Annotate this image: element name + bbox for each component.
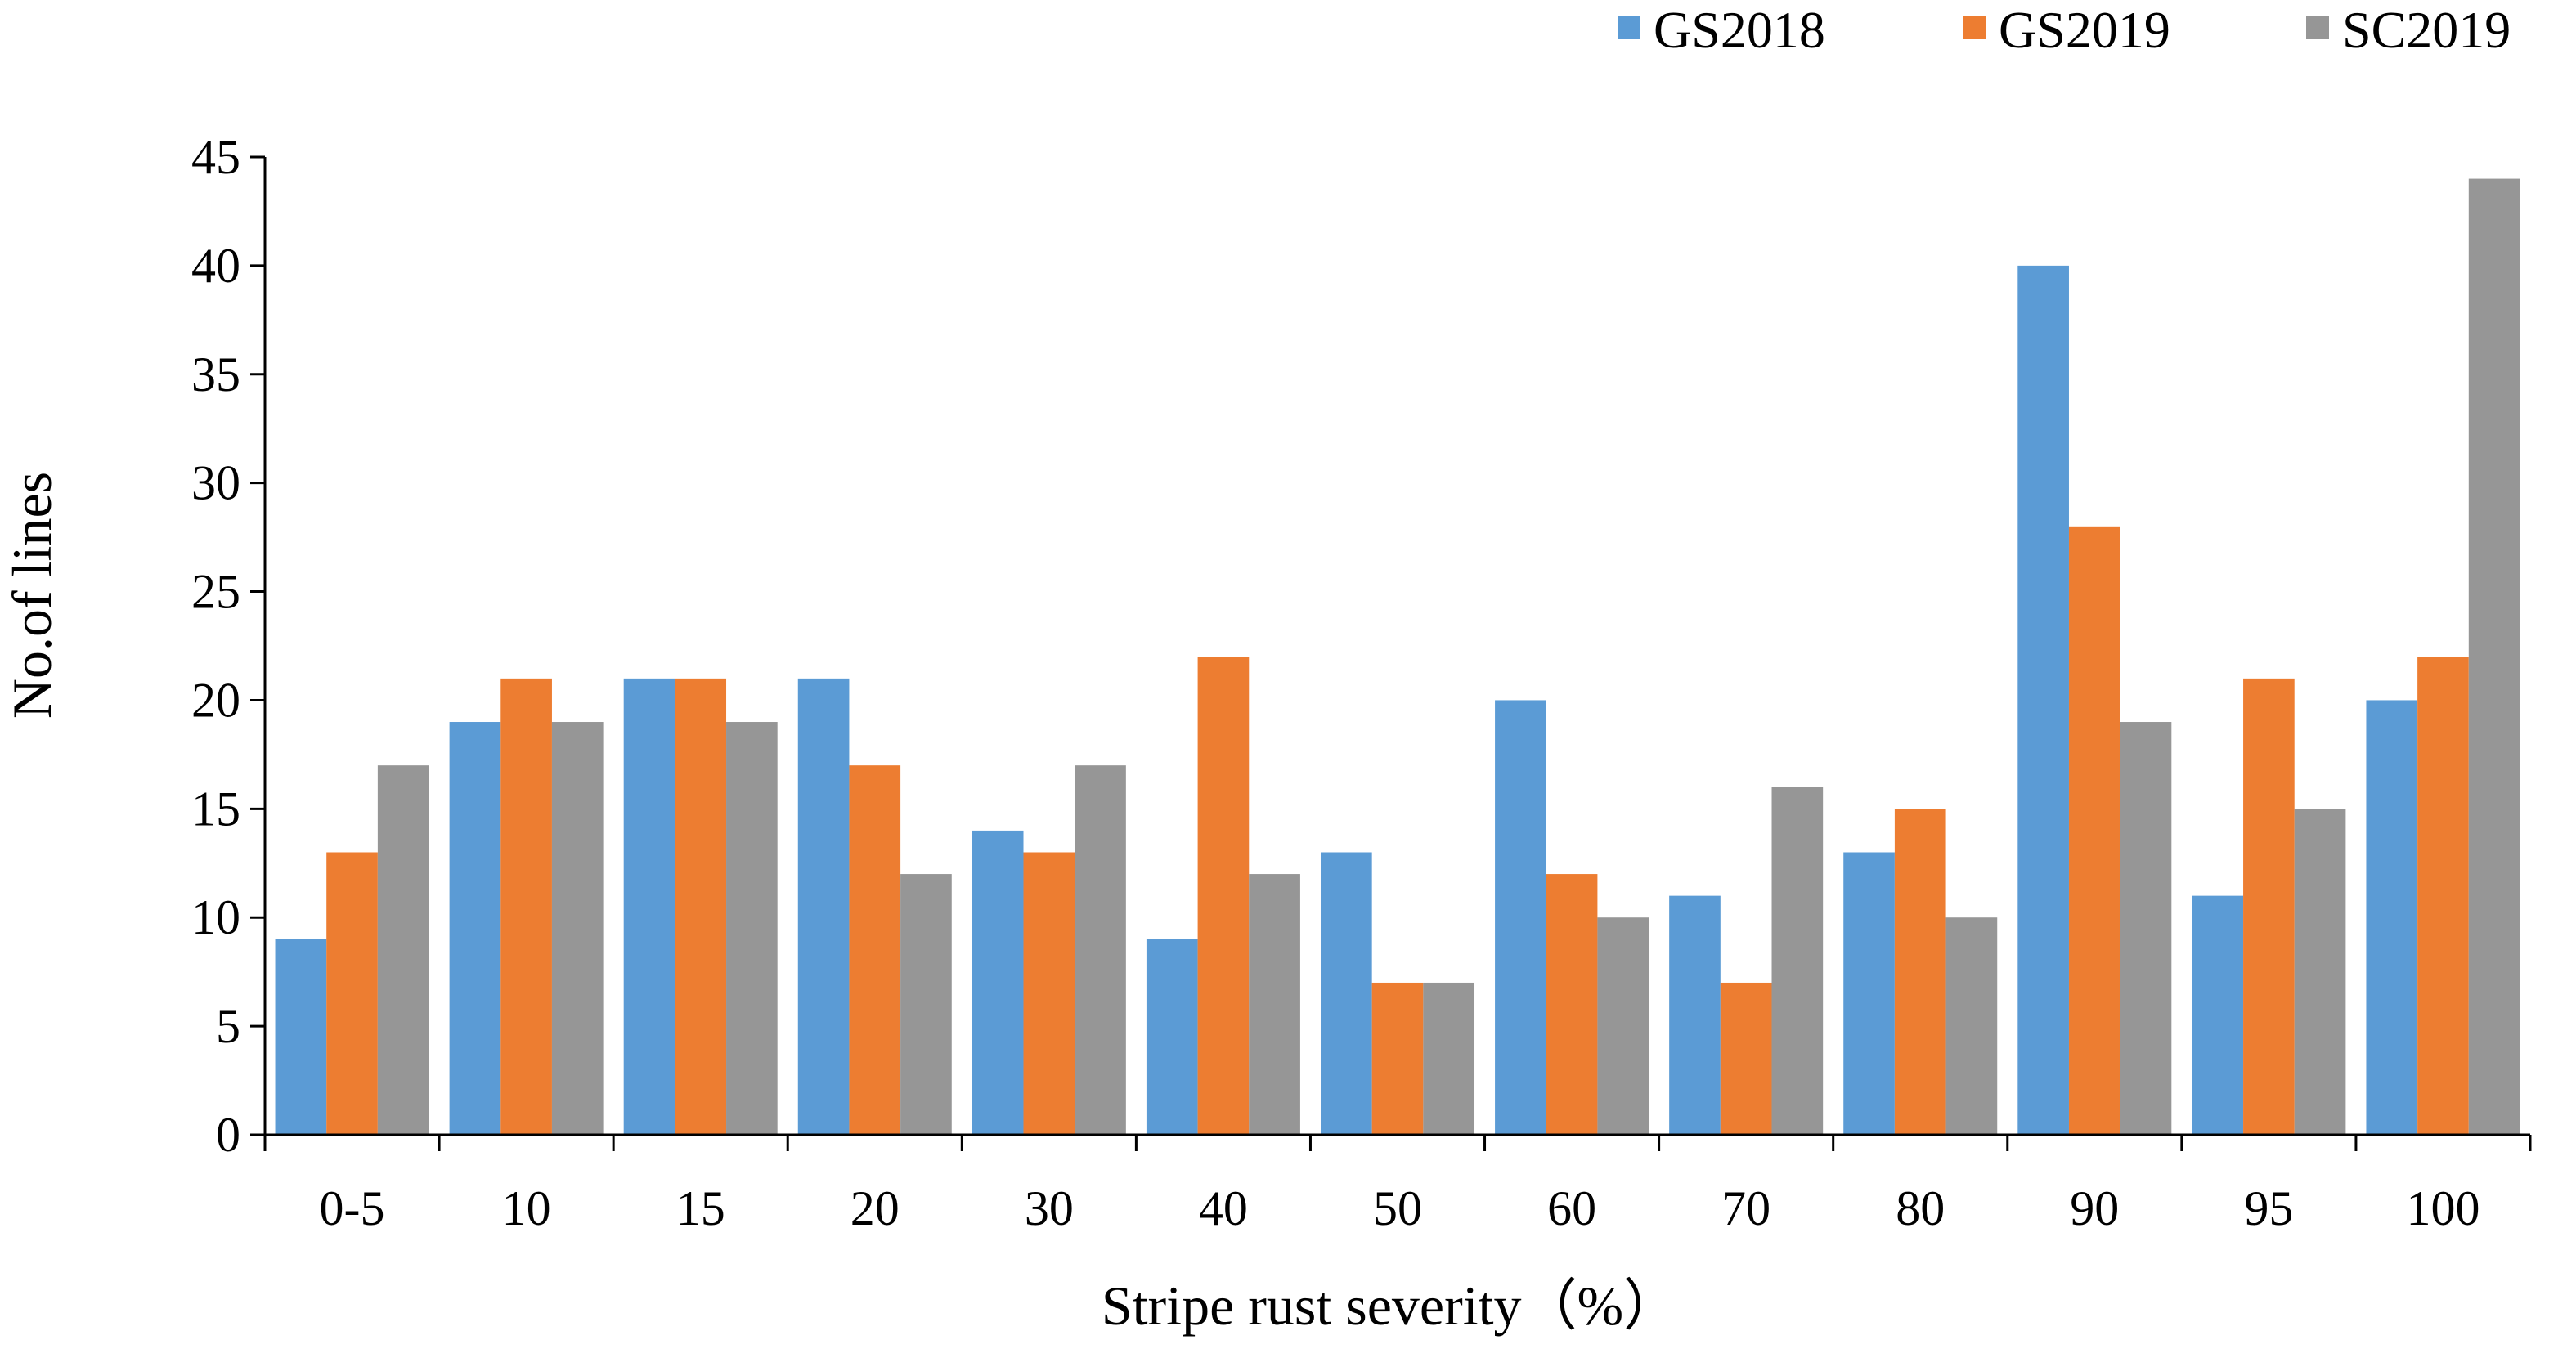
x-tick-label: 70 (1721, 1181, 1770, 1235)
bar-GS2018-10 (449, 722, 501, 1135)
legend-swatch-GS2018 (1618, 16, 1640, 39)
bar-GS2019-0-5 (326, 852, 378, 1135)
bar-GS2018-20 (797, 678, 850, 1135)
bar-GS2018-40 (1146, 939, 1198, 1135)
bar-GS2018-30 (972, 830, 1024, 1135)
bar-GS2019-40 (1197, 657, 1250, 1135)
x-tick-label: 20 (850, 1181, 900, 1235)
x-tick-label: 50 (1373, 1181, 1422, 1235)
bar-SC2019-40 (1249, 874, 1300, 1135)
legend-label-GS2018: GS2018 (1654, 1, 1825, 59)
bar-SC2019-90 (2120, 722, 2172, 1135)
bar-GS2018-0-5 (275, 939, 327, 1135)
bar-GS2019-80 (1894, 809, 1946, 1135)
x-tick-label: 95 (2244, 1181, 2293, 1235)
bar-GS2019-10 (500, 678, 552, 1135)
bar-GS2019-60 (1546, 874, 1598, 1135)
bar-SC2019-100 (2468, 178, 2520, 1136)
bar-GS2019-15 (675, 678, 727, 1135)
bar-SC2019-60 (1597, 917, 1649, 1135)
y-tick-label: 5 (216, 999, 240, 1053)
legend-label-SC2019: SC2019 (2342, 1, 2511, 59)
bar-GS2019-70 (1720, 982, 1772, 1135)
x-tick-label: 60 (1547, 1181, 1596, 1235)
y-tick-label: 25 (191, 565, 240, 619)
x-tick-label: 30 (1025, 1181, 1074, 1235)
x-tick-label: 0-5 (320, 1181, 385, 1235)
y-tick-label: 20 (191, 673, 240, 727)
bar-SC2019-15 (726, 722, 778, 1135)
bar-SC2019-10 (551, 722, 604, 1135)
y-tick-label: 35 (191, 347, 240, 401)
bar-SC2019-50 (1423, 982, 1475, 1135)
bar-GS2018-60 (1495, 700, 1546, 1135)
bar-GS2019-90 (2068, 526, 2120, 1135)
x-tick-label: 15 (676, 1181, 725, 1235)
bar-SC2019-0-5 (377, 765, 429, 1135)
bar-GS2018-15 (623, 678, 675, 1135)
bar-GS2019-50 (1371, 982, 1424, 1135)
bar-GS2018-90 (2017, 265, 2069, 1135)
bar-GS2019-100 (2417, 657, 2469, 1135)
bar-GS2019-95 (2243, 678, 2295, 1135)
bar-GS2018-100 (2366, 700, 2418, 1135)
x-tick-label: 40 (1199, 1181, 1248, 1235)
y-tick-label: 0 (216, 1108, 240, 1162)
legend-label-GS2019: GS2019 (1999, 1, 2170, 59)
x-axis: 0-5 10 15 20 30 40 50 60 70 80 90 95 100 (263, 1133, 2532, 1235)
bars (275, 178, 2520, 1136)
bar-SC2019-80 (1945, 917, 1998, 1135)
bar-GS2018-70 (1669, 895, 1721, 1135)
y-tick-label: 30 (191, 456, 240, 510)
bar-GS2018-80 (1843, 852, 1895, 1135)
legend-swatch-GS2019 (1963, 16, 1986, 39)
bar-SC2019-95 (2294, 809, 2346, 1135)
x-tick-label: 90 (2070, 1181, 2119, 1235)
x-axis-title: Stripe rust severity（%） (1102, 1275, 1679, 1337)
x-tick-label: 100 (2406, 1181, 2480, 1235)
bar-GS2018-50 (1320, 852, 1372, 1135)
legend: GS2018 GS2019 SC2019 (1618, 1, 2511, 59)
x-tick-label: 10 (502, 1181, 551, 1235)
y-axis-title: No.of lines (1, 472, 63, 719)
x-tick-label: 80 (1896, 1181, 1945, 1235)
y-tick-label: 10 (191, 890, 240, 944)
bar-SC2019-70 (1771, 787, 1824, 1135)
bar-GS2019-30 (1023, 852, 1075, 1135)
y-axis: 0 5 10 15 20 25 30 35 40 45 (191, 130, 267, 1162)
bar-GS2019-20 (849, 765, 901, 1135)
y-tick-label: 15 (191, 782, 240, 836)
y-tick-label: 45 (191, 130, 240, 184)
bar-SC2019-30 (1075, 765, 1126, 1135)
y-tick-label: 40 (191, 239, 240, 293)
bar-SC2019-20 (900, 874, 952, 1135)
legend-swatch-SC2019 (2306, 16, 2329, 39)
bar-GS2018-95 (2192, 895, 2244, 1135)
